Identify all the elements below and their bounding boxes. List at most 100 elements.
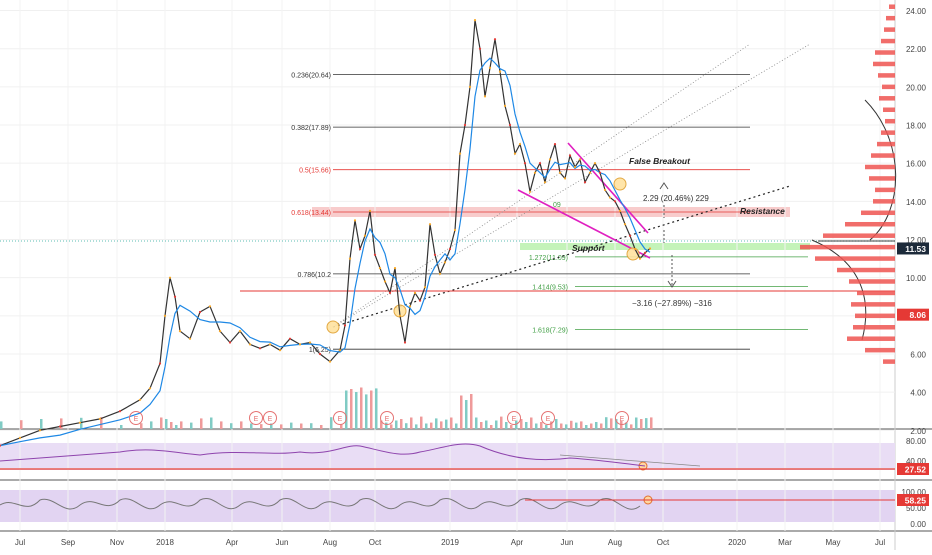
- volume-bar: [370, 390, 373, 429]
- volume-profile-bar: [849, 279, 895, 284]
- fib-level-label: 0.5(15.66): [299, 168, 331, 175]
- earnings-marker-label: E: [134, 416, 139, 423]
- x-tick-label: Jul: [875, 538, 885, 547]
- price-point: [468, 85, 472, 88]
- price-point: [423, 286, 427, 289]
- price-tick-label: 14.00: [906, 198, 927, 207]
- volume-bar: [425, 423, 428, 429]
- volume-profile-bar: [845, 221, 895, 227]
- volume-profile-bar: [878, 73, 895, 78]
- volume-bar: [190, 422, 193, 429]
- volume-bar: [260, 424, 263, 429]
- volume-bar: [250, 423, 253, 429]
- x-tick-label: Apr: [511, 538, 524, 547]
- price-point: [148, 387, 152, 390]
- up-measure-label: 2.29 (20.46%) 229: [643, 194, 709, 203]
- volume-bar: [180, 421, 183, 429]
- volume-bar: [585, 425, 588, 429]
- price-point: [608, 196, 612, 199]
- volume-profile-bar: [823, 233, 895, 238]
- volume-bar: [290, 422, 293, 429]
- earnings-marker: [129, 411, 143, 425]
- price-point: [328, 360, 332, 363]
- price-point: [398, 314, 402, 317]
- rsi-tick-label: 80.00: [906, 437, 927, 446]
- price-point: [373, 253, 377, 256]
- volume-bar: [580, 421, 583, 429]
- x-tick-label: May: [825, 538, 840, 547]
- price-point: [118, 410, 122, 413]
- earnings-marker-label: E: [546, 416, 551, 423]
- price-point: [568, 154, 572, 157]
- down-measure-label: −3.16 (−27.89%) −316: [632, 299, 712, 308]
- volume-profile-bar: [865, 164, 895, 170]
- volume-bar: [175, 425, 178, 429]
- volume-bars: [0, 387, 653, 429]
- volume-bar: [385, 422, 388, 429]
- price-point: [648, 247, 652, 250]
- earnings-marker: [615, 411, 629, 425]
- price-point: [138, 398, 142, 401]
- price-point: [458, 152, 462, 155]
- fib-level-label: 0.382(17.89): [291, 125, 331, 132]
- grid: [0, 0, 895, 531]
- price-point: [278, 349, 282, 352]
- price-point: [238, 330, 242, 333]
- volume-bar: [475, 417, 478, 429]
- price-point: [508, 123, 512, 127]
- price-point: [258, 347, 262, 350]
- annotations: False Breakout Resistance Support 2.29 (20.…: [129, 156, 785, 425]
- x-tick-label: 2018: [156, 538, 174, 547]
- x-tick-label: Jun: [561, 538, 574, 547]
- price-point: [383, 280, 387, 283]
- price-tick-label: 22.00: [906, 45, 927, 54]
- price-point: [538, 162, 542, 165]
- price-series: [0, 19, 652, 447]
- price-point: [553, 143, 557, 146]
- volume-bar: [355, 392, 358, 429]
- volume-profile-bar: [857, 290, 895, 296]
- volume-profile-bar: [882, 84, 895, 90]
- volume-bar: [480, 422, 483, 429]
- fib-level-label: 0.786(10.2: [298, 272, 332, 279]
- volume-profile-bar: [889, 4, 895, 9]
- volume-bar: [640, 419, 643, 429]
- price-point: [558, 171, 562, 174]
- x-tick-label: Oct: [657, 538, 670, 547]
- price-point: [198, 310, 202, 314]
- price-point: [473, 19, 477, 22]
- price-tick-label: 16.00: [906, 160, 927, 169]
- price-point: [78, 421, 82, 424]
- price-point: [593, 162, 597, 165]
- price-point: [523, 162, 527, 165]
- price-point: [0, 444, 2, 447]
- volume-profile-bar: [883, 359, 895, 364]
- earnings-marker: [263, 411, 277, 425]
- volume-bar: [650, 417, 653, 429]
- price-point: [353, 219, 357, 222]
- x-tick-label: Mar: [778, 538, 792, 547]
- last-price-badge-bg: [897, 242, 929, 255]
- price-point: [533, 171, 537, 174]
- volume-bar: [60, 418, 63, 429]
- volume-profile-bar: [851, 302, 895, 307]
- volume-bar: [220, 421, 223, 429]
- volume-profile-bar: [869, 176, 895, 181]
- x-tick-label: Sep: [61, 538, 76, 547]
- price-point: [603, 188, 607, 191]
- volume-bar: [590, 423, 593, 429]
- volume-profile-bar: [855, 313, 895, 319]
- price-point: [448, 247, 452, 251]
- price-point: [393, 267, 397, 270]
- price-point: [268, 343, 272, 346]
- fib-retracement: 0(25.08)0.236(20.64)0.382(17.89)0.5(15.6…: [291, 73, 808, 354]
- volume-bar: [0, 421, 3, 429]
- price-point: [368, 209, 372, 212]
- earnings-marker: [541, 411, 555, 425]
- volume-bar: [435, 418, 438, 429]
- price-point: [388, 291, 392, 294]
- earnings-marker-label: E: [254, 416, 259, 423]
- volume-bar: [570, 420, 573, 429]
